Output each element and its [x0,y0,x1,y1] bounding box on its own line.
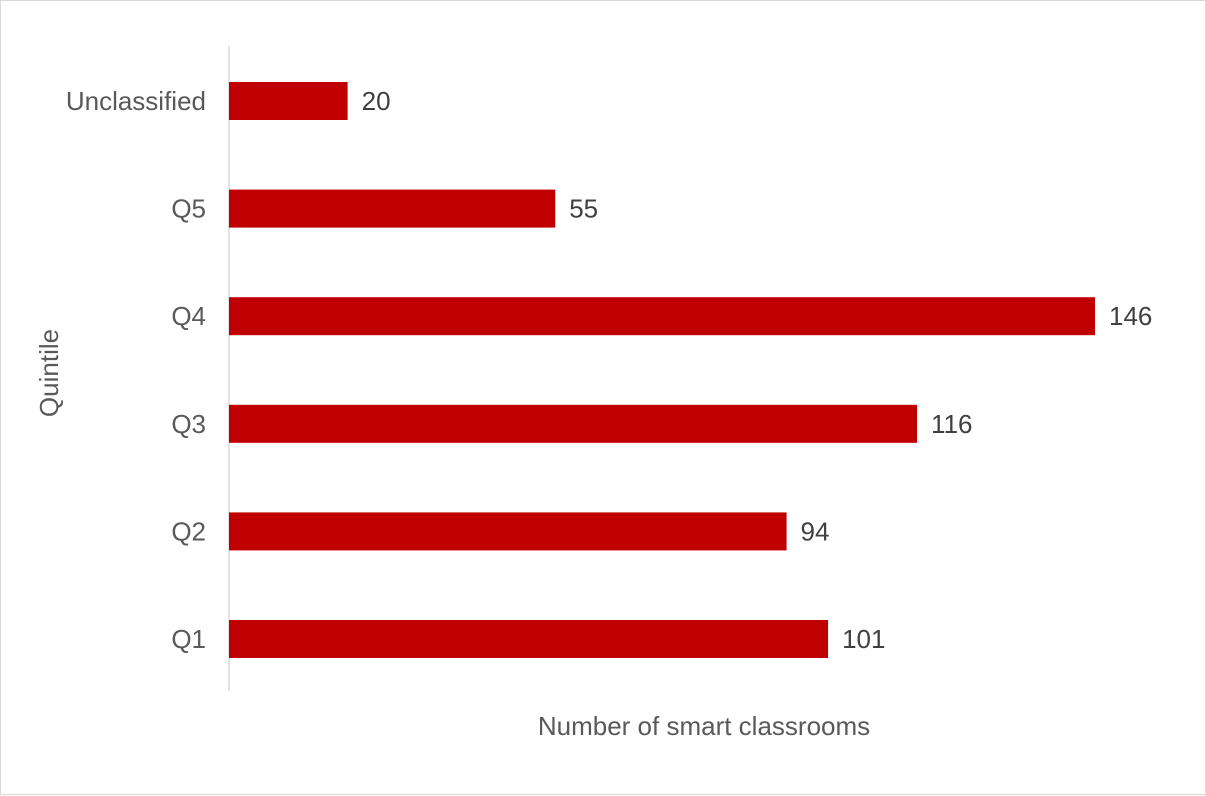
category-label-q2: Q2 [171,516,206,546]
bar-q4 [229,297,1095,336]
data-label-unclassified: 20 [362,86,391,116]
category-label-unclassified: Unclassified [66,86,206,116]
data-label-q1: 101 [842,624,885,654]
category-label-q1: Q1 [171,624,206,654]
x-axis-title: Number of smart classrooms [538,711,870,741]
bar-q2 [229,512,787,551]
bar-q5 [229,189,556,228]
category-label-q3: Q3 [171,409,206,439]
y-axis-title: Quintile [34,329,64,417]
data-label-q3: 116 [931,409,972,439]
bar-unclassified [229,82,348,120]
bars-group: Unclassified 20 Q5 55 Q4 146 Q3 116 Q2 94 Q1 101 [66,82,1152,658]
data-label-q4: 146 [1109,301,1152,331]
category-label-q4: Q4 [171,301,206,331]
bar-q1 [229,620,829,658]
bar-q3 [229,404,918,443]
data-label-q2: 94 [801,516,830,546]
category-label-q5: Q5 [171,194,206,224]
data-label-q5: 55 [569,194,598,224]
